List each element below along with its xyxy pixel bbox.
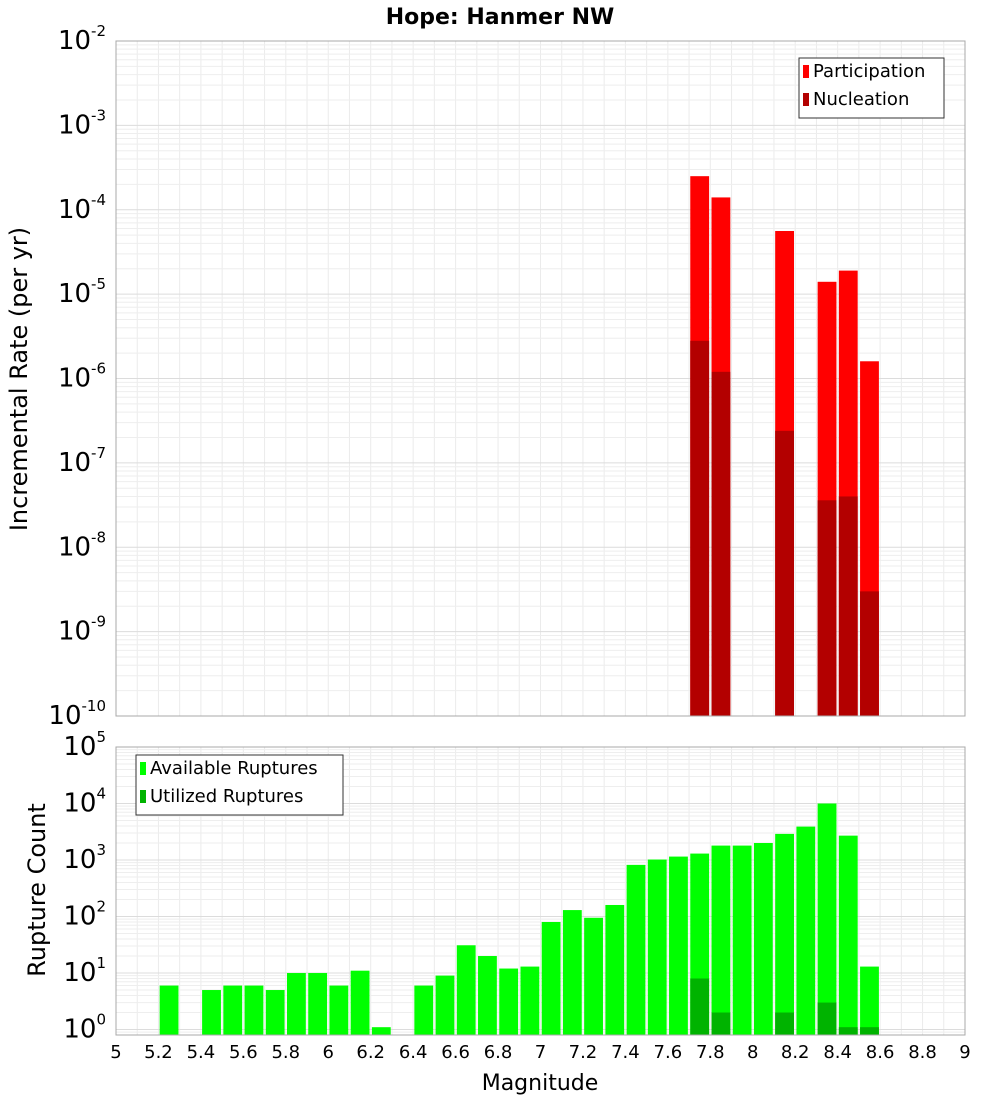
x-tick-label: 7 xyxy=(535,1042,546,1063)
available-ruptures-bar xyxy=(775,833,794,1035)
legend-box xyxy=(798,57,945,119)
x-axis-label: Magnitude xyxy=(482,1071,599,1096)
y-tick-label: 10-8 xyxy=(58,528,106,562)
bottom-y-axis-label: Rupture Count xyxy=(23,803,51,977)
incremental-rate-plot: 10-10 10-9 10-8 10-7 10-6 10-5 10-4 10-3 10-2 Par… xyxy=(48,22,966,731)
y-tick-label: 10-5 xyxy=(58,275,106,309)
y-tick-label: 10-6 xyxy=(58,360,106,394)
available-ruptures-bar xyxy=(435,975,455,1035)
x-tick-label: 6.6 xyxy=(441,1042,470,1063)
y-tick-label: 104 xyxy=(63,785,106,819)
available-ruptures-bar xyxy=(732,845,752,1035)
x-tick-label: 5.2 xyxy=(144,1042,173,1063)
available-ruptures-bar xyxy=(541,921,561,1035)
available-ruptures-bar xyxy=(414,985,434,1035)
y-tick-label: 102 xyxy=(63,898,106,932)
legend-swatch xyxy=(140,790,146,803)
legend-entry: Available Ruptures xyxy=(150,758,318,779)
utilized-ruptures-bar xyxy=(711,1012,731,1035)
legend-entry: Participation xyxy=(813,61,925,82)
available-ruptures-bar xyxy=(159,985,179,1035)
available-ruptures-bar xyxy=(584,917,603,1035)
available-ruptures-bar xyxy=(499,968,519,1035)
x-tick-label: 6 xyxy=(323,1042,334,1063)
x-tick-label: 7.6 xyxy=(654,1042,683,1063)
y-tick-label: 10-10 xyxy=(48,697,106,731)
legend-entry: Nucleation xyxy=(813,89,909,110)
rupture-count-plot: 100 101 102 103 104 105 5 5.2 5.4 5.6 5.8 6 6.2 6.4 6.… xyxy=(63,728,970,1063)
legend-swatch xyxy=(803,93,809,106)
available-ruptures-bar xyxy=(202,990,221,1035)
available-ruptures-bar xyxy=(796,826,816,1035)
nucleation-bar xyxy=(860,591,879,716)
available-ruptures-bar xyxy=(562,910,582,1035)
x-tick-label: 5.6 xyxy=(229,1042,258,1063)
y-tick-label: 10-7 xyxy=(58,444,106,478)
nucleation-bar xyxy=(711,371,731,716)
legend-swatch xyxy=(803,65,809,78)
y-tick-label: 10-3 xyxy=(58,106,106,140)
available-ruptures-bar xyxy=(520,966,540,1035)
available-ruptures-bar xyxy=(838,835,858,1035)
utilized-ruptures-bar xyxy=(817,1002,837,1035)
y-tick-label: 101 xyxy=(63,954,106,988)
available-ruptures-bar xyxy=(817,803,837,1035)
available-ruptures-bar xyxy=(605,904,625,1035)
y-tick-label: 10-4 xyxy=(58,191,106,225)
nucleation-bar xyxy=(690,340,710,716)
available-ruptures-bar xyxy=(329,985,349,1035)
x-tick-label: 5 xyxy=(110,1042,121,1063)
x-tick-label: 8 xyxy=(747,1042,758,1063)
utilized-ruptures-bar xyxy=(690,978,710,1035)
x-tick-label: 8.6 xyxy=(866,1042,895,1063)
x-tick-label: 5.4 xyxy=(187,1042,216,1063)
x-tick-label: 9 xyxy=(959,1042,970,1063)
x-tick-label: 8.8 xyxy=(908,1042,937,1063)
available-ruptures-bar xyxy=(669,856,688,1035)
y-tick-label: 10-9 xyxy=(58,613,106,647)
x-tick-label: 7.4 xyxy=(611,1042,640,1063)
nucleation-bar xyxy=(838,496,858,716)
x-tick-label: 7.8 xyxy=(696,1042,725,1063)
x-tick-label: 6.8 xyxy=(484,1042,513,1063)
nucleation-bar xyxy=(817,500,837,716)
x-tick-label: 7.2 xyxy=(569,1042,598,1063)
available-ruptures-bar xyxy=(223,985,243,1035)
available-ruptures-bar xyxy=(456,945,476,1035)
y-tick-label: 103 xyxy=(63,841,106,875)
x-tick-label: 5.8 xyxy=(271,1042,300,1063)
utilized-ruptures-bar xyxy=(838,1027,858,1035)
x-tick-label: 8.4 xyxy=(823,1042,852,1063)
available-ruptures-bar xyxy=(626,864,646,1035)
available-ruptures-bar xyxy=(265,990,285,1035)
legend-swatch xyxy=(140,762,146,775)
y-tick-label: 10-2 xyxy=(58,22,106,56)
x-tick-label: 6.2 xyxy=(356,1042,385,1063)
nucleation-bar xyxy=(775,430,794,716)
utilized-ruptures-bar xyxy=(860,1027,879,1035)
available-ruptures-bar xyxy=(371,1027,391,1035)
y-tick-label: 100 xyxy=(63,1011,106,1045)
available-ruptures-bar xyxy=(860,966,879,1035)
available-ruptures-bar xyxy=(308,973,328,1035)
chart-title: Hope: Hanmer NW xyxy=(386,5,615,30)
available-ruptures-bar xyxy=(244,985,264,1035)
utilized-ruptures-bar xyxy=(775,1012,794,1035)
available-ruptures-bar xyxy=(478,956,497,1035)
legend-box xyxy=(135,754,344,816)
available-ruptures-bar xyxy=(711,845,731,1035)
available-ruptures-bar xyxy=(350,970,370,1035)
x-tick-label: 6.4 xyxy=(399,1042,428,1063)
legend-entry: Utilized Ruptures xyxy=(150,786,303,807)
top-y-axis-label: Incremental Rate (per yr) xyxy=(5,227,33,531)
available-ruptures-bar xyxy=(287,973,306,1035)
x-tick-label: 8.2 xyxy=(781,1042,810,1063)
y-tick-label: 105 xyxy=(63,728,106,762)
available-ruptures-bar xyxy=(753,843,773,1035)
available-ruptures-bar xyxy=(647,859,667,1035)
